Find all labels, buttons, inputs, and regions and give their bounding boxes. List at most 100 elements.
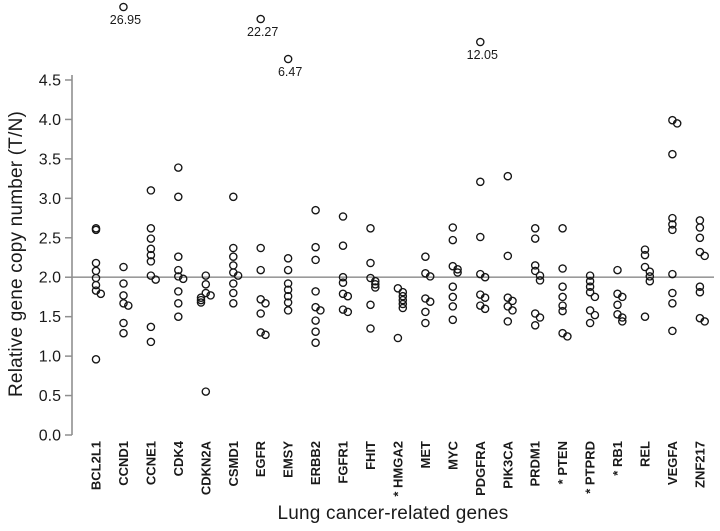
data-point [668,220,677,229]
outlier-points: 26.95 22.27 6.47 12.05 [110,2,498,79]
data-point [229,299,238,308]
x-tick-label-hmga2: * HMGA2 [390,441,405,497]
data-point [668,149,677,159]
data-point [645,272,655,281]
data-point [503,317,513,326]
y-tick-label: 4.5 [39,72,61,89]
data-point [201,271,211,280]
data-point [668,326,677,336]
data-point [535,276,545,285]
data-point [311,205,320,215]
data-point [640,250,650,260]
data-point [530,224,540,233]
data-point [530,309,540,318]
data-point [700,317,709,326]
data-point [371,283,380,292]
data-point [530,266,540,276]
data-point [585,276,595,286]
x-tick-label-emsy: EMSY [281,441,296,478]
data-point [146,244,156,254]
data-point [558,264,567,273]
data-point [311,316,320,325]
data-point [448,223,458,232]
data-point [585,306,595,315]
data-point [371,280,380,289]
data-point [311,255,320,265]
data-point [174,163,183,172]
data-point [151,275,160,284]
data-point [398,303,408,313]
data-point [91,225,101,235]
x-tick-label-ptprd: * PTPRD [583,441,598,494]
x-tick-label-znf217: ZNF217 [692,441,707,488]
data-point [91,258,101,268]
data-point [480,293,490,302]
y-tick-label: 0.5 [39,388,61,405]
data-point [261,299,270,308]
data-point [146,234,156,243]
data-point [174,299,183,308]
data-point [393,284,403,293]
data-point [530,321,540,330]
x-tick-label-rel: REL [638,441,653,467]
data-point [256,265,265,275]
x-tick-label-cdk4: CDK4 [171,440,186,476]
data-point [480,304,490,314]
data-point [508,296,517,306]
data-point [476,232,485,242]
data-point [695,282,705,291]
y-axis [65,75,73,436]
data-point [283,279,293,288]
data-points [91,115,709,396]
data-point [393,333,403,343]
data-point [229,243,238,253]
data-point [91,280,101,290]
data-point [233,271,243,280]
data-point [256,328,265,337]
y-tick-label: 3.5 [39,151,61,168]
data-point [311,338,320,347]
data-point [508,306,517,315]
data-point [558,282,567,291]
data-point [229,288,238,298]
x-tick-label-pdgfra: PDGFRA [473,440,488,496]
data-point [91,266,101,276]
data-point [174,265,183,275]
data-point [338,278,348,287]
data-point [640,312,650,321]
data-point [283,265,293,275]
outlier-value-label: 12.05 [467,48,498,62]
data-point [311,287,320,296]
data-point [585,271,595,280]
data-point [201,288,211,298]
data-point [421,307,430,317]
outlier-point [476,37,485,47]
y-tick-label: 3.0 [39,191,61,208]
data-point [421,318,430,328]
data-point [618,292,627,302]
data-point [196,298,206,307]
data-point [174,252,183,261]
x-tick-label-bcl2l1: BCL2L1 [89,441,104,490]
data-point [343,291,353,301]
outlier-point [283,54,293,64]
data-point [366,300,375,310]
x-tick-label-cdkn2a: CDKN2A [198,440,213,495]
data-point [119,318,128,328]
data-point [261,330,270,340]
data-point [119,299,128,308]
data-point [563,332,572,341]
data-point [425,272,435,281]
data-point [174,312,183,321]
x-tick-label-pten: * PTEN [555,441,570,484]
y-tick-label: 1.5 [39,309,61,326]
data-point [618,313,627,322]
data-point [196,295,206,305]
data-point [668,213,677,223]
data-point [530,261,540,270]
data-point [695,247,705,257]
data-point [398,287,408,297]
data-point [256,295,265,304]
